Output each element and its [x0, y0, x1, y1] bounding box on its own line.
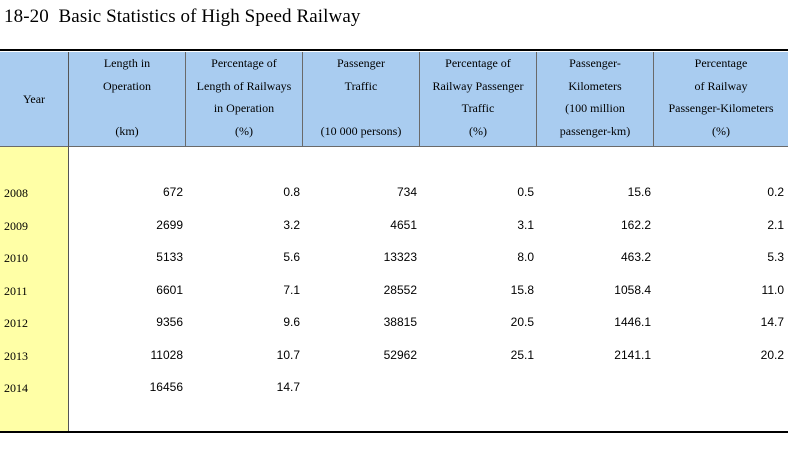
- column-divider: [653, 52, 654, 146]
- cell-pct_passengers: 15.8: [510, 282, 534, 297]
- table-row: 2012 9356 9.6 38815 20.5 1446.1 14.7: [0, 312, 788, 332]
- cell-passengers: 734: [396, 185, 417, 199]
- header-pkm: Passenger- Kilometers (100 million passe…: [537, 52, 653, 146]
- cell-pct_length: 14.7: [276, 380, 300, 394]
- year-column-body: [0, 146, 68, 431]
- cell-passengers: 28552: [383, 282, 417, 297]
- cell-passengers: 52962: [383, 347, 417, 362]
- cell-pct_length: 3.2: [283, 217, 300, 232]
- column-divider: [302, 52, 303, 146]
- row-year: 2009: [4, 218, 28, 233]
- cell-pct_length: 10.7: [276, 347, 300, 362]
- cell-length: 5133: [156, 250, 183, 264]
- header-line: Percentage of: [211, 56, 277, 70]
- top-rule: [0, 49, 788, 51]
- header-line: Percentage of: [445, 56, 511, 70]
- column-divider: [185, 52, 186, 146]
- cell-length: 2699: [156, 217, 183, 232]
- cell-passengers: 13323: [383, 250, 417, 264]
- cell-pct_pkm: 5.3: [767, 250, 784, 264]
- cell-pct_pkm: 14.7: [760, 315, 784, 329]
- table-header: [0, 52, 788, 146]
- cell-length: 672: [162, 185, 183, 199]
- cell-passengers: 38815: [383, 315, 417, 329]
- cell-pct_passengers: 8.0: [517, 250, 534, 264]
- header-passengers: Passenger Traffic (10 000 persons): [303, 52, 419, 146]
- header-unit: (km): [115, 123, 139, 138]
- row-year: 2013: [4, 348, 28, 363]
- header-line: Traffic: [344, 78, 378, 93]
- header-unit: passenger-km): [559, 123, 631, 138]
- cell-pkm: 162.2: [620, 217, 651, 232]
- header-line: [303, 97, 419, 120]
- cell-pct_length: 5.6: [283, 250, 300, 264]
- cell-passengers: 4651: [390, 217, 417, 232]
- row-year: 2014: [4, 381, 28, 395]
- header-line: Percentage: [694, 56, 748, 70]
- header-line: Railway Passenger: [432, 78, 524, 93]
- row-year: 2008: [4, 186, 28, 200]
- cell-pct_passengers: 3.1: [517, 217, 534, 232]
- header-length: Length in Operation (km): [69, 52, 185, 146]
- table-row: 2010 5133 5.6 13323 8.0 463.2 5.3: [0, 247, 788, 267]
- cell-pkm: 1058.4: [614, 282, 651, 297]
- cell-pkm: 1446.1: [614, 315, 651, 329]
- header-line: Length of Railways: [196, 78, 292, 93]
- header-pct-passengers: Percentage of Railway Passenger Traffic …: [420, 52, 536, 146]
- header-line: Passenger-: [569, 56, 621, 70]
- cell-pct_passengers: 0.5: [517, 185, 534, 199]
- cell-length: 9356: [156, 315, 183, 329]
- header-year: Year: [0, 52, 68, 146]
- cell-pct_pkm: 11.0: [761, 282, 784, 297]
- column-divider: [536, 52, 537, 146]
- cell-length: 16456: [149, 380, 183, 394]
- cell-pct_passengers: 25.1: [510, 347, 534, 362]
- header-line: in Operation: [213, 101, 275, 115]
- header-unit: (%): [235, 123, 253, 138]
- header-year-label: Year: [22, 91, 46, 106]
- row-year: 2011: [4, 283, 28, 298]
- table-row: 2008 672 0.8 734 0.5 15.6 0.2: [0, 182, 788, 202]
- table-row: 2014 16456 14.7: [0, 377, 788, 397]
- header-line: Operation: [103, 78, 151, 93]
- header-line: [69, 97, 185, 120]
- header-pct-pkm: Percentage of Railway Passenger-Kilomete…: [654, 52, 788, 146]
- header-line: Traffic: [461, 101, 495, 115]
- table-row: 2009 2699 3.2 4651 3.1 162.2 2.1: [0, 215, 788, 235]
- table-row: 2013 11028 10.7 52962 25.1 2141.1 20.2: [0, 345, 788, 365]
- cell-length: 11028: [150, 347, 183, 362]
- header-pct-length: Percentage of Length of Railways in Oper…: [186, 52, 302, 146]
- page-title: 18-20 Basic Statistics of High Speed Rai…: [4, 6, 361, 27]
- cell-pkm: 15.6: [627, 185, 651, 199]
- header-divider: [0, 146, 788, 147]
- row-year: 2012: [4, 316, 28, 330]
- header-line: (100 million: [565, 101, 625, 115]
- row-year: 2010: [4, 251, 28, 265]
- year-column-divider: [68, 52, 69, 431]
- cell-pct_length: 7.1: [283, 282, 300, 297]
- cell-pct_pkm: 0.2: [767, 185, 784, 199]
- cell-pct_length: 9.6: [283, 315, 300, 329]
- cell-pct_passengers: 20.5: [510, 315, 534, 329]
- header-line: Kilometers: [568, 78, 622, 93]
- header-unit: (%): [469, 123, 487, 138]
- header-line: Passenger: [337, 56, 385, 70]
- cell-pct_pkm: 2.1: [767, 217, 784, 232]
- header-line: of Railway: [694, 78, 748, 93]
- table-row: 2011 6601 7.1 28552 15.8 1058.4 11.0: [0, 280, 788, 300]
- header-unit: (%): [712, 123, 730, 138]
- cell-pkm: 2141.1: [614, 347, 651, 362]
- cell-pct_pkm: 20.2: [760, 347, 784, 362]
- column-divider: [419, 52, 420, 146]
- cell-length: 6601: [156, 282, 183, 297]
- header-unit: (10 000 persons): [320, 123, 402, 138]
- bottom-rule: [0, 431, 788, 433]
- header-line: Length in: [103, 56, 151, 70]
- header-line: Passenger-Kilometers: [668, 101, 774, 115]
- cell-pkm: 463.2: [620, 250, 651, 264]
- cell-pct_length: 0.8: [283, 185, 300, 199]
